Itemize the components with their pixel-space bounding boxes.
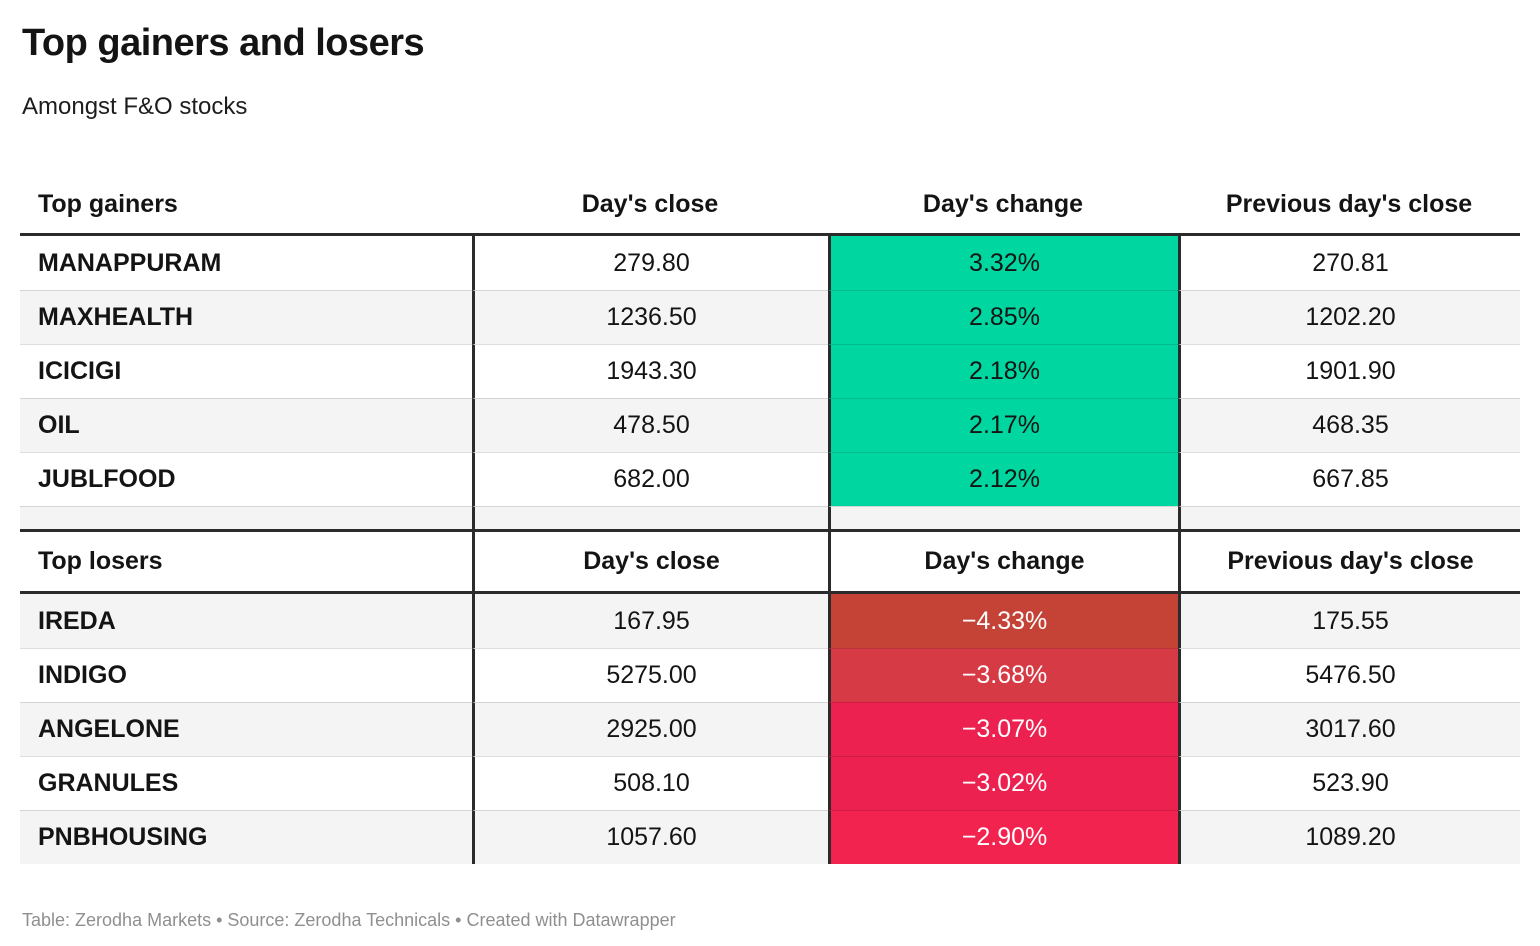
days-change-cell: −3.02%	[828, 756, 1178, 810]
days-close-cell: 478.50	[472, 398, 828, 452]
gainers-losers-table: Top gainers Day's close Day's change Pre…	[20, 176, 1520, 864]
spacer-cell	[828, 506, 1178, 529]
table-row: MANAPPURAM 279.80 3.32% 270.81	[20, 236, 1520, 290]
spacer-cell	[1178, 506, 1520, 529]
column-header-days-close: Day's close	[581, 190, 719, 218]
stock-name-cell: MAXHEALTH	[20, 290, 472, 344]
table-row: MAXHEALTH 1236.50 2.85% 1202.20	[20, 290, 1520, 344]
days-close-cell: 1057.60	[472, 810, 828, 864]
prev-close-cell: 667.85	[1178, 452, 1520, 506]
table-row: ICICIGI 1943.30 2.18% 1901.90	[20, 344, 1520, 398]
days-close-cell: 1943.30	[472, 344, 828, 398]
prev-close-cell: 523.90	[1178, 756, 1520, 810]
column-header-previous-days-close: Previous day's close	[1225, 190, 1473, 218]
column-header-days-close: Day's close	[472, 532, 828, 591]
days-close-cell: 279.80	[472, 236, 828, 290]
prev-close-cell: 5476.50	[1178, 648, 1520, 702]
days-close-cell: 508.10	[472, 756, 828, 810]
stock-name-cell: ICICIGI	[20, 344, 472, 398]
stock-name-cell: MANAPPURAM	[38, 248, 222, 277]
prev-close-cell: 3017.60	[1178, 702, 1520, 756]
prev-close-cell: 1901.90	[1178, 344, 1520, 398]
days-change-cell: −3.68%	[828, 648, 1178, 702]
page-subtitle: Amongst F&O stocks	[22, 93, 248, 120]
spacer-cell	[472, 506, 828, 529]
table-row: JUBLFOOD 682.00 2.12% 667.85	[20, 452, 1520, 506]
stock-name-cell: INDIGO	[20, 648, 472, 702]
table-row: IREDA 167.95 −4.33% 175.55	[20, 594, 1520, 648]
stock-name-cell: ANGELONE	[20, 702, 472, 756]
days-change-cell: 3.32%	[828, 236, 1178, 290]
gainers-header-row: Top gainers Day's close Day's change Pre…	[20, 176, 1520, 236]
stock-name-cell: JUBLFOOD	[20, 452, 472, 506]
days-close-cell: 5275.00	[472, 648, 828, 702]
chart-header: Top gainers and losers Amongst F&O stock…	[0, 0, 1540, 121]
days-change-cell: 2.12%	[828, 452, 1178, 506]
page-title: Top gainers and losers	[22, 22, 425, 64]
table-row: INDIGO 5275.00 −3.68% 5476.50	[20, 648, 1520, 702]
stock-name-cell: OIL	[20, 398, 472, 452]
stock-name-cell: PNBHOUSING	[20, 810, 472, 864]
stock-name-cell: IREDA	[38, 606, 116, 635]
column-header-days-change: Day's change	[922, 190, 1084, 218]
days-close-cell: 2925.00	[472, 702, 828, 756]
prev-close-cell: 270.81	[1178, 236, 1520, 290]
table-row: ANGELONE 2925.00 −3.07% 3017.60	[20, 702, 1520, 756]
days-close-cell: 682.00	[472, 452, 828, 506]
footer-attribution: Table: Zerodha Markets • Source: Zerodha…	[22, 910, 676, 930]
prev-close-cell: 1202.20	[1178, 290, 1520, 344]
prev-close-cell: 1089.20	[1178, 810, 1520, 864]
days-change-cell: −2.90%	[828, 810, 1178, 864]
days-change-cell: −4.33%	[828, 594, 1178, 648]
losers-table-body: IREDA 167.95 −4.33% 175.55 INDIGO 5275.0…	[20, 594, 1520, 864]
days-close-cell: 1236.50	[472, 290, 828, 344]
table-spacer-row	[20, 506, 1520, 529]
days-change-cell: 2.85%	[828, 290, 1178, 344]
column-header-days-change: Day's change	[828, 532, 1178, 591]
table-row: PNBHOUSING 1057.60 −2.90% 1089.20	[20, 810, 1520, 864]
table-row: OIL 478.50 2.17% 468.35	[20, 398, 1520, 452]
spacer-cell	[20, 506, 472, 529]
losers-section-label: Top losers	[38, 547, 163, 575]
stock-name-cell: GRANULES	[20, 756, 472, 810]
gainers-table-body: MANAPPURAM 279.80 3.32% 270.81 MAXHEALTH…	[20, 236, 1520, 506]
days-change-cell: 2.17%	[828, 398, 1178, 452]
prev-close-cell: 175.55	[1178, 594, 1520, 648]
column-header-previous-days-close: Previous day's close	[1178, 532, 1520, 591]
days-change-cell: −3.07%	[828, 702, 1178, 756]
days-close-cell: 167.95	[472, 594, 828, 648]
gainers-section-label: Top gainers	[38, 190, 178, 218]
prev-close-cell: 468.35	[1178, 398, 1520, 452]
table-row: GRANULES 508.10 −3.02% 523.90	[20, 756, 1520, 810]
losers-header-row: Top losers Day's close Day's change Prev…	[20, 529, 1520, 594]
days-change-cell: 2.18%	[828, 344, 1178, 398]
